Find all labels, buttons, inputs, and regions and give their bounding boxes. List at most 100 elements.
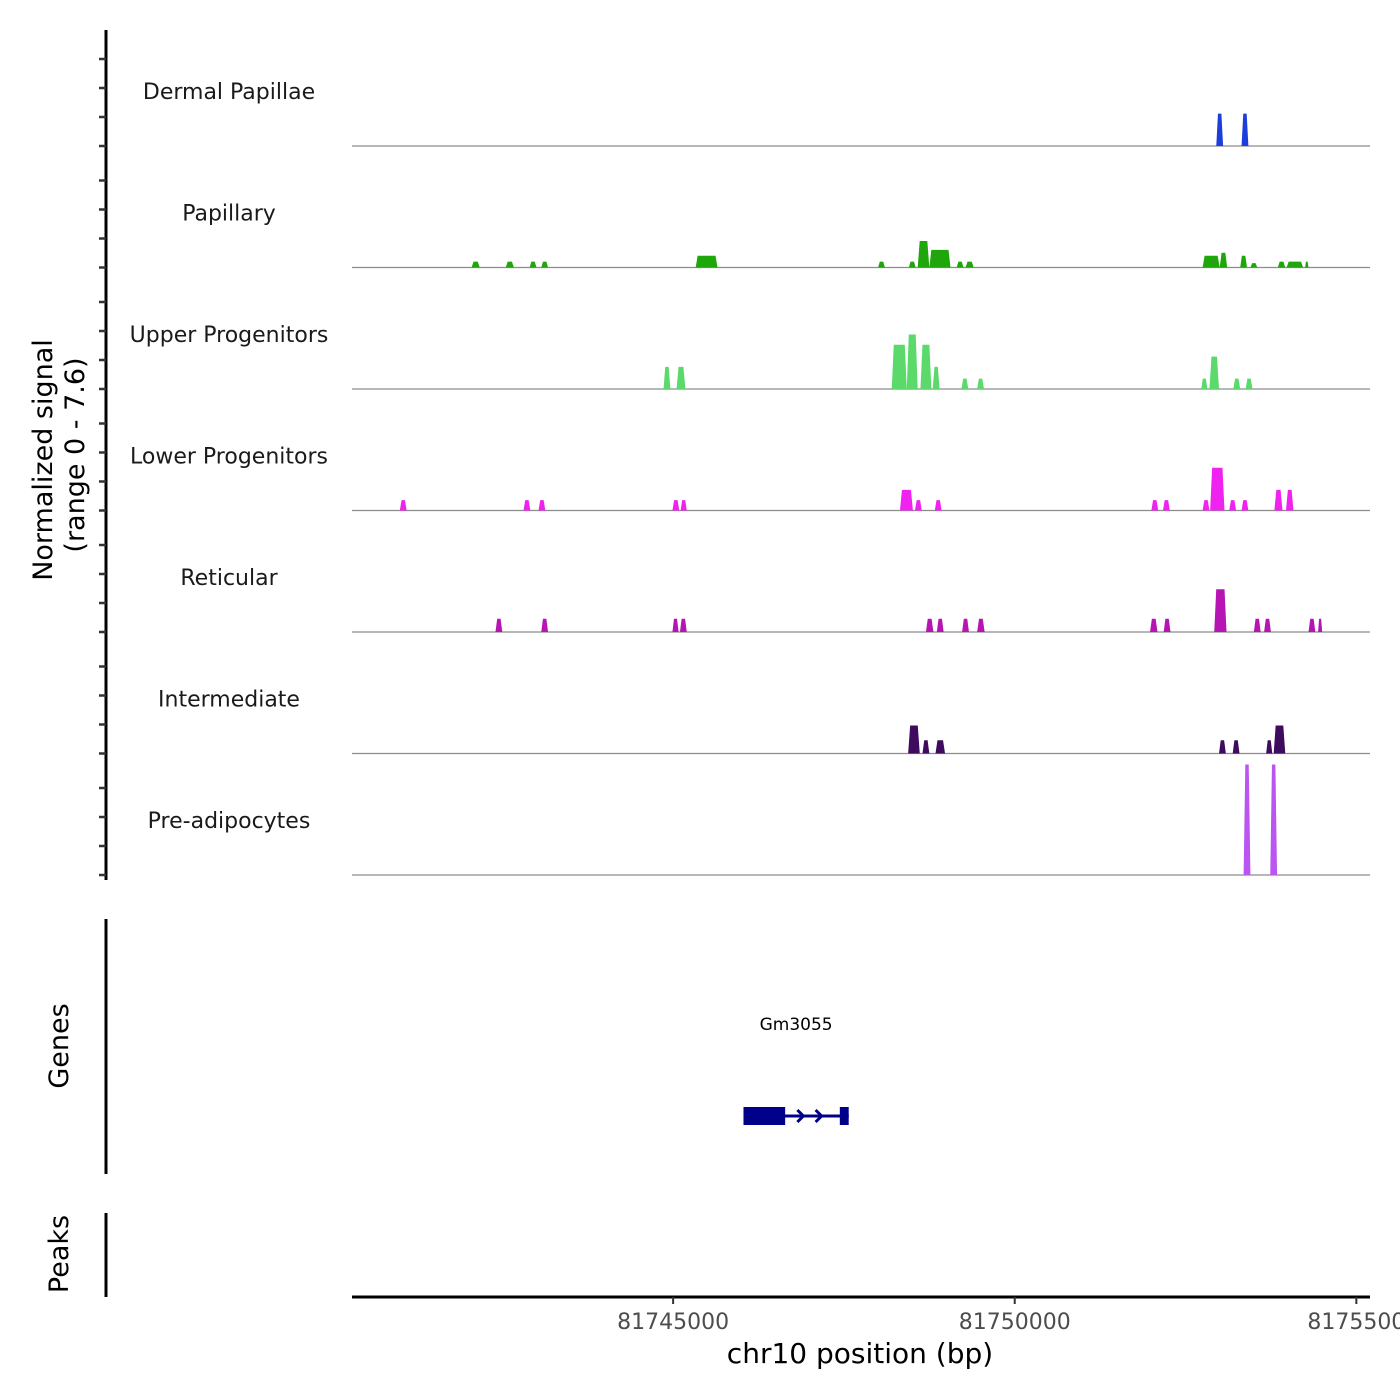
signal-peak (914, 500, 922, 511)
signal-peak (956, 261, 964, 268)
signal-peak (1305, 261, 1309, 268)
signal-peak (505, 261, 514, 268)
signal-peak (1163, 618, 1171, 632)
signal-peak (1243, 764, 1251, 875)
track-label: Pre-adipocytes (148, 809, 311, 834)
signal-peak (1240, 255, 1248, 268)
signal-peak (1202, 500, 1210, 511)
signal-peak (1151, 500, 1159, 511)
y-axis-title-line1: Normalized signal (28, 339, 59, 581)
signal-peak (934, 500, 942, 511)
signal-peak (695, 255, 718, 268)
signal-peak (680, 500, 687, 511)
signal-peak (908, 725, 920, 754)
signal-peak (1318, 618, 1323, 632)
signal-peak (920, 344, 932, 389)
track-label: Dermal Papillae (143, 80, 315, 105)
signal-peak (672, 500, 680, 511)
signal-peak (495, 618, 503, 632)
signal-peak (1286, 261, 1304, 268)
signal-peak (891, 344, 907, 389)
signal-peak (1250, 263, 1258, 268)
signal-peak (676, 366, 686, 389)
signal-peak (1277, 261, 1286, 268)
signal-peak (1274, 489, 1283, 511)
signal-peak (1201, 378, 1208, 389)
signal-peak (1219, 252, 1228, 268)
signal-peak (906, 334, 918, 389)
signal-peak (936, 618, 944, 632)
genes-track: Gm3055 (743, 1015, 849, 1125)
track-label: Lower Progenitors (130, 445, 328, 470)
signal-peak (962, 618, 969, 632)
signal-peak (1210, 467, 1225, 511)
x-tick-label: 81745000 (617, 1310, 729, 1335)
signal-peak (541, 618, 549, 632)
peaks-track-title: Peaks (44, 1215, 75, 1293)
signal-peak (1202, 255, 1220, 268)
genes-track-title: Genes (44, 1003, 75, 1088)
signal-peak (961, 378, 969, 389)
signal-peak (1214, 589, 1227, 632)
signal-peak (1216, 113, 1224, 146)
signal-peak (899, 489, 913, 511)
signal-peak (679, 618, 687, 632)
signal-peak (529, 261, 537, 268)
track-reticular: Reticular (180, 566, 1370, 633)
signal-peak (672, 618, 679, 632)
strand-arrow (814, 1108, 824, 1124)
gene-exon (743, 1107, 786, 1125)
signal-peak (1229, 500, 1237, 511)
gene-gm3055: Gm3055 (743, 1015, 849, 1125)
signal-peak (523, 500, 531, 511)
signal-peak (977, 618, 985, 632)
signal-peak (932, 366, 940, 389)
coverage-y-ticks (99, 57, 106, 877)
signal-peak (1241, 500, 1249, 511)
signal-peak (1273, 725, 1286, 754)
track-lower-progenitors: Lower Progenitors (130, 445, 1370, 512)
track-upper-progenitors: Upper Progenitors (130, 323, 1370, 390)
x-tick-label: 8175500 (1307, 1310, 1400, 1335)
signal-peak (1233, 378, 1241, 389)
signal-peak (917, 240, 930, 268)
signal-peak (1219, 740, 1226, 754)
x-tick-label: 81750000 (959, 1310, 1071, 1335)
signal-peak (1162, 500, 1170, 511)
signal-peak (663, 366, 671, 389)
coverage-tracks: Dermal Papillae Papillary Upper Progenitor… (130, 80, 1370, 876)
signal-peak (1266, 740, 1273, 754)
signal-peak (977, 378, 984, 389)
gene-exon (839, 1107, 849, 1125)
signal-peak (908, 261, 916, 268)
signal-peak (1150, 618, 1158, 632)
track-label: Papillary (182, 202, 276, 227)
track-label: Intermediate (158, 688, 300, 713)
track-pre-adipocytes: Pre-adipocytes (148, 764, 1370, 876)
track-label: Upper Progenitors (130, 323, 329, 348)
y-axis-title-line2: (range 0 - 7.6) (60, 357, 91, 552)
signal-peak (1209, 356, 1220, 389)
x-axis-ticks: 81745000 81750000 8175500 (617, 1297, 1400, 1335)
signal-peak (878, 261, 885, 268)
gene-label: Gm3055 (760, 1015, 833, 1035)
signal-peak (1285, 489, 1294, 511)
signal-peak (541, 261, 549, 268)
signal-peak (538, 500, 546, 511)
x-axis-title: chr10 position (bp) (727, 1337, 993, 1370)
signal-peak (935, 740, 946, 754)
track-intermediate: Intermediate (158, 688, 1370, 755)
signal-peak (922, 740, 930, 754)
signal-peak (1241, 113, 1249, 146)
signal-peak (1264, 618, 1271, 632)
signal-peak (1245, 378, 1253, 389)
signal-peak (1253, 618, 1261, 632)
track-label: Reticular (180, 566, 278, 591)
track-papillary: Papillary (182, 202, 1370, 269)
signal-peak (925, 618, 934, 632)
signal-peak (1308, 618, 1316, 632)
strand-arrow (796, 1108, 806, 1124)
signal-peak (965, 261, 974, 268)
signal-peak (1270, 764, 1278, 875)
